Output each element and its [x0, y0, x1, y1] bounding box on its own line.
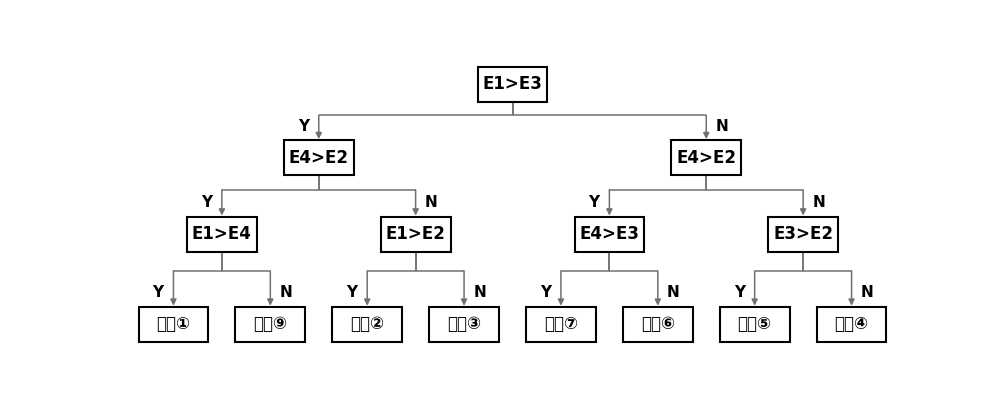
Text: E1>E2: E1>E2: [386, 225, 446, 243]
Text: 区域④: 区域④: [834, 315, 869, 333]
FancyBboxPatch shape: [623, 307, 693, 342]
Text: Y: Y: [734, 285, 745, 301]
Text: E1>E3: E1>E3: [483, 75, 542, 93]
Text: N: N: [473, 285, 486, 301]
Text: Y: Y: [588, 195, 599, 210]
FancyBboxPatch shape: [526, 307, 596, 342]
Text: Y: Y: [298, 119, 309, 134]
Text: N: N: [425, 195, 438, 210]
Text: Y: Y: [346, 285, 357, 301]
Text: 区域⑨: 区域⑨: [253, 315, 287, 333]
Text: E4>E3: E4>E3: [579, 225, 639, 243]
FancyBboxPatch shape: [332, 307, 402, 342]
Text: 区域①: 区域①: [156, 315, 190, 333]
Text: N: N: [861, 285, 873, 301]
FancyBboxPatch shape: [284, 140, 354, 175]
Text: E3>E2: E3>E2: [773, 225, 833, 243]
Text: N: N: [667, 285, 680, 301]
Text: 区域⑤: 区域⑤: [738, 315, 772, 333]
FancyBboxPatch shape: [720, 307, 790, 342]
FancyBboxPatch shape: [139, 307, 208, 342]
FancyBboxPatch shape: [574, 216, 644, 252]
FancyBboxPatch shape: [768, 216, 838, 252]
Text: Y: Y: [152, 285, 164, 301]
Text: N: N: [279, 285, 292, 301]
Text: 区域⑦: 区域⑦: [544, 315, 578, 333]
Text: Y: Y: [201, 195, 212, 210]
Text: 区域②: 区域②: [350, 315, 384, 333]
Text: E4>E2: E4>E2: [676, 149, 736, 167]
Text: N: N: [715, 119, 728, 134]
FancyBboxPatch shape: [478, 67, 547, 102]
Text: E1>E4: E1>E4: [192, 225, 252, 243]
Text: Y: Y: [540, 285, 551, 301]
Text: E4>E2: E4>E2: [289, 149, 349, 167]
FancyBboxPatch shape: [187, 216, 257, 252]
FancyBboxPatch shape: [235, 307, 305, 342]
FancyBboxPatch shape: [429, 307, 499, 342]
Text: 区域③: 区域③: [447, 315, 481, 333]
Text: N: N: [812, 195, 825, 210]
FancyBboxPatch shape: [671, 140, 741, 175]
Text: 区域⑥: 区域⑥: [641, 315, 675, 333]
FancyBboxPatch shape: [381, 216, 451, 252]
FancyBboxPatch shape: [817, 307, 886, 342]
